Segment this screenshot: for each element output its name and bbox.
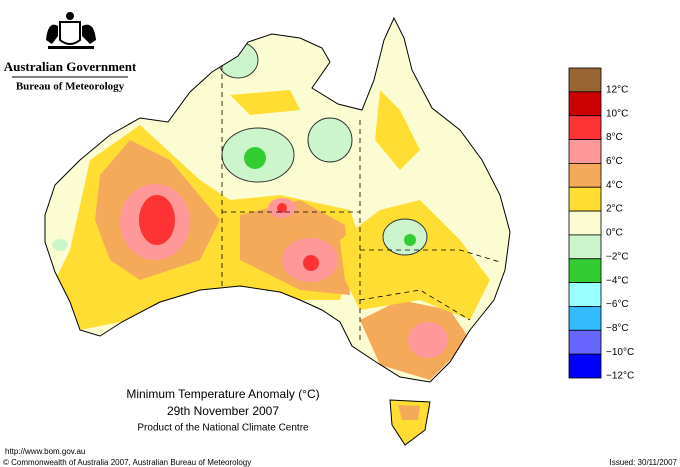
legend-swatch: [568, 353, 602, 379]
map-credit: Product of the National Climate Centre: [137, 423, 309, 434]
legend-label: 10°C: [606, 108, 628, 119]
legend: 12°C 10°C 8°C 6°C 4°C 2°C 0°C −2°C −4°C −6°C −8°C −…: [568, 67, 634, 382]
footer-copyright: © Commonwealth of Australia 2007, Austra…: [3, 458, 251, 467]
map-date: 29th November 2007: [167, 404, 279, 418]
legend-label: 12°C: [606, 84, 628, 95]
legend-swatch: [568, 139, 602, 164]
legend-swatch: [568, 162, 602, 188]
legend-label: −4°C: [606, 275, 629, 286]
legend-swatch: [568, 67, 602, 93]
legend-label: −6°C: [606, 299, 629, 310]
bureau-name: Bureau of Meteorology: [16, 81, 125, 93]
legend-label: 6°C: [606, 156, 623, 167]
footer-url: http://www.bom.gov.au: [5, 447, 85, 456]
legend-label: 4°C: [606, 180, 623, 191]
legend-swatch: [568, 210, 602, 236]
legend-label: 0°C: [606, 228, 623, 239]
legend-swatch: [568, 234, 602, 260]
footer-issued: Issued: 30/11/2007: [610, 458, 678, 467]
legend-label: −12°C: [606, 371, 634, 382]
legend-swatch: [568, 186, 602, 212]
legend-swatch: [568, 282, 602, 307]
legend-swatch: [568, 115, 602, 140]
legend-swatch: [568, 91, 602, 117]
government-name: Australian Government: [4, 59, 137, 74]
legend-label: −2°C: [606, 251, 629, 262]
map-title: Minimum Temperature Anomaly (°C): [126, 387, 319, 401]
legend-label: −8°C: [606, 323, 629, 334]
legend-label: 8°C: [606, 132, 623, 143]
coat-of-arms: [46, 12, 96, 49]
legend-swatch: [568, 306, 602, 331]
australia-map: [44, 17, 511, 446]
legend-label: −10°C: [606, 347, 634, 358]
legend-swatch: [568, 258, 602, 284]
legend-swatch: [568, 329, 602, 355]
legend-label: 2°C: [606, 204, 623, 215]
